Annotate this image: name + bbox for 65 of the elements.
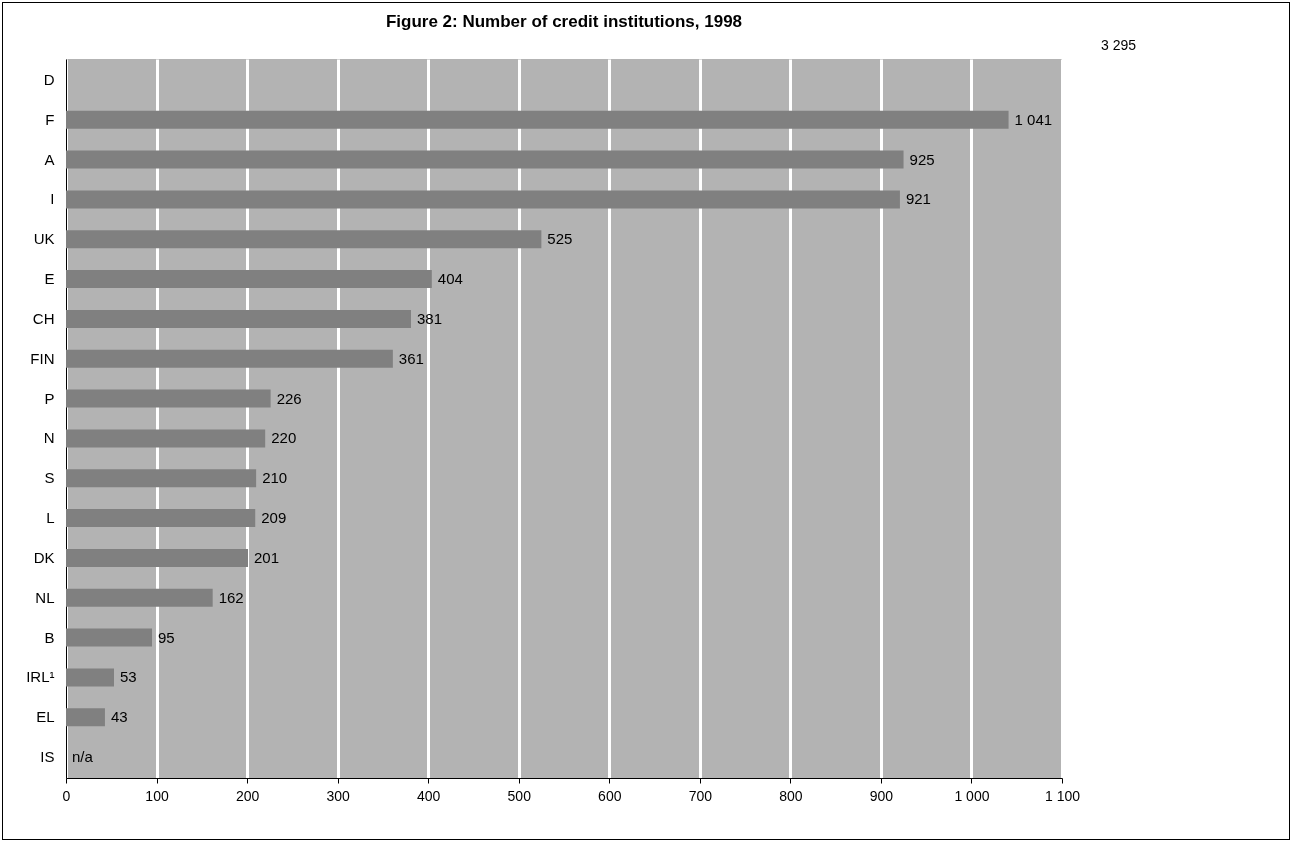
y-tick-label: FIN [30,349,55,367]
y-tick-label: IRL¹ [26,668,55,686]
x-tick-label: 1 000 [954,787,990,804]
x-tick-label: 900 [869,787,894,804]
x-tick-label: 400 [417,787,441,804]
x-tick-label: 200 [235,787,260,804]
y-tick-label: D [43,70,55,88]
data-label: 210 [262,469,288,487]
y-tick-label: E [44,270,55,288]
bar [66,230,542,249]
data-label: 43 [110,708,128,726]
y-tick-label: F [45,110,55,128]
x-tick-label: 100 [145,787,169,804]
bar [66,150,904,169]
bar [66,190,900,209]
data-label: 381 [416,309,443,327]
x-tick-label: 1 100 [1044,787,1081,804]
bar [66,309,411,328]
data-label: 220 [271,429,297,447]
y-tick-label: L [46,509,55,527]
y-tick-label: I [50,190,55,208]
x-tick-label: 600 [598,787,622,804]
bar [66,270,432,289]
data-label: 162 [218,588,244,606]
y-tick-label: NL [35,588,55,606]
text: 3 295 [1100,37,1137,53]
bar [66,469,257,488]
bar [66,708,105,727]
y-tick-label: EL [36,708,55,726]
bar [66,429,266,448]
bar [66,389,271,408]
x-tick-label: 800 [779,787,803,804]
bar [66,509,256,528]
data-label: 404 [437,270,463,288]
data-label: 925 [909,150,935,168]
x-tick-label: 500 [507,787,532,804]
y-tick-label: S [44,469,55,487]
x-tick-label: 300 [326,787,351,804]
y-tick-label: A [44,150,55,168]
data-label: 525 [547,230,573,248]
y-tick-label: IS [40,748,55,766]
data-label: 1 041 [1014,110,1053,128]
data-label: 95 [158,628,175,646]
data-label: 921 [905,190,931,208]
y-tick-label: P [44,389,55,407]
y-tick-label: CH [32,309,55,327]
y-tick-label: N [43,429,55,447]
data-label: 361 [398,349,424,367]
text: n/a [72,748,93,766]
bar [66,548,248,567]
bar [66,349,393,368]
y-tick-label: DK [33,548,55,566]
bar [66,628,153,647]
data-label: 53 [119,668,137,686]
bar [66,110,1009,129]
data-label: 201 [254,548,280,566]
data-label: 209 [261,509,287,527]
y-tick-label: B [44,628,55,646]
data-label: 226 [276,389,302,407]
x-tick-label: 0 [62,787,71,804]
x-tick-label: 700 [688,787,713,804]
chart-title: Figure 2: Number of credit institutions, 1998 [385,12,743,31]
bar [66,588,213,607]
y-tick-label: UK [33,230,55,248]
bar [66,668,114,687]
